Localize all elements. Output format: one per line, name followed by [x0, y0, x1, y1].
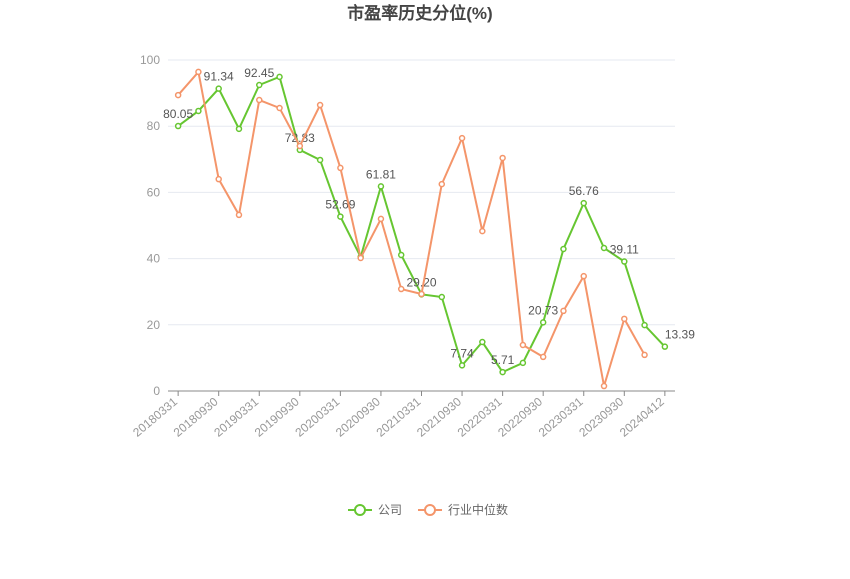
- legend-label: 公司: [378, 503, 402, 517]
- data-label: 13.39: [665, 328, 695, 342]
- y-tick-label: 60: [147, 185, 161, 199]
- data-point: [519, 341, 527, 349]
- data-point: [195, 68, 202, 76]
- data-point: [499, 154, 506, 162]
- data-label: 91.34: [204, 70, 234, 84]
- data-point: [174, 91, 182, 99]
- data-point: [235, 211, 243, 219]
- series-line: [177, 75, 666, 374]
- data-point: [438, 293, 446, 301]
- data-point: [560, 245, 567, 253]
- data-point: [661, 343, 669, 350]
- y-tick-label: 80: [147, 119, 161, 133]
- legend-item: 公司: [348, 503, 402, 517]
- data-point: [357, 254, 364, 262]
- data-point: [458, 134, 466, 142]
- data-point: [174, 122, 182, 130]
- y-tick-label: 40: [147, 252, 161, 266]
- data-point: [195, 107, 202, 115]
- data-label: 52.69: [325, 198, 355, 212]
- data-point: [276, 73, 283, 81]
- data-point: [337, 164, 344, 172]
- data-point: [539, 319, 547, 326]
- data-point: [418, 290, 425, 298]
- data-point: [276, 104, 283, 112]
- y-tick-label: 20: [147, 318, 161, 332]
- data-label: 61.81: [366, 167, 396, 181]
- data-point: [215, 85, 222, 92]
- data-point: [397, 285, 405, 293]
- data-point: [458, 362, 466, 369]
- data-point: [600, 244, 608, 252]
- data-label: 80.05: [163, 107, 193, 121]
- data-label: 92.45: [244, 66, 274, 80]
- data-point: [377, 183, 385, 190]
- legend-item: 行业中位数: [418, 502, 508, 517]
- data-point: [235, 125, 243, 133]
- chart-title: 市盈率历史分位(%): [347, 3, 492, 23]
- data-point: [641, 321, 648, 329]
- data-point: [621, 315, 628, 323]
- data-point: [641, 351, 648, 359]
- y-tick-label: 0: [153, 384, 160, 398]
- data-point: [539, 353, 547, 361]
- data-point: [215, 175, 222, 183]
- data-point: [397, 251, 405, 259]
- data-point: [256, 81, 263, 89]
- data-point: [296, 142, 304, 150]
- legend-marker: [354, 504, 366, 516]
- data-point: [479, 227, 486, 235]
- series-line: [177, 69, 646, 387]
- data-label: 5.71: [491, 353, 515, 367]
- data-point: [438, 180, 446, 188]
- legend-label: 行业中位数: [448, 502, 508, 517]
- data-point: [479, 338, 486, 346]
- data-point: [519, 359, 527, 367]
- data-point: [621, 258, 628, 265]
- data-point: [580, 272, 587, 280]
- legend-marker: [424, 504, 437, 516]
- data-point: [256, 96, 263, 104]
- data-point: [316, 101, 324, 109]
- data-point: [377, 215, 385, 223]
- data-point: [316, 156, 324, 164]
- data-point: [337, 213, 344, 220]
- y-tick-label: 100: [140, 53, 160, 67]
- data-label: 56.76: [569, 184, 599, 198]
- data-label: 72.83: [285, 131, 315, 145]
- data-label: 29.20: [406, 275, 436, 289]
- x-tick-label: 20240412: [617, 394, 667, 439]
- data-point: [499, 368, 506, 376]
- data-point: [560, 307, 567, 315]
- data-label: 20.73: [528, 303, 558, 317]
- data-label: 7.74: [450, 346, 474, 360]
- data-point: [580, 199, 587, 207]
- data-label: 39.11: [610, 243, 639, 257]
- data-point: [600, 382, 608, 390]
